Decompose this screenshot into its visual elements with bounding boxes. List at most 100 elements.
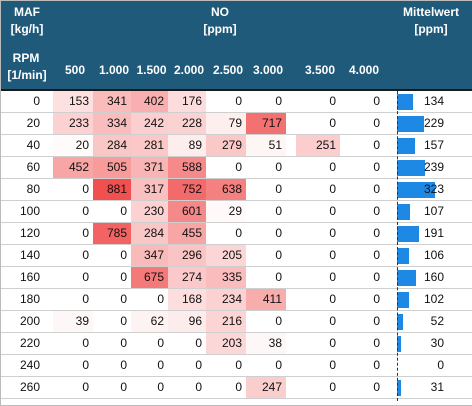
no-value-cell: 51 bbox=[246, 135, 286, 156]
mean-cell: 106 bbox=[395, 245, 472, 266]
rpm-cell: 200 bbox=[19, 314, 40, 328]
no-value-cell: 0 bbox=[246, 355, 286, 376]
no-value-cell: 0 bbox=[340, 201, 384, 222]
no-value-cell: 0 bbox=[296, 179, 340, 200]
no-label: NO bbox=[211, 5, 229, 19]
no-value-cell: 0 bbox=[131, 333, 168, 354]
rpm-cell: 40 bbox=[26, 138, 40, 152]
no-value-cell: 0 bbox=[296, 267, 340, 288]
no-value-cell: 0 bbox=[93, 377, 131, 398]
no-value-cell: 638 bbox=[206, 179, 246, 200]
no-value-cell: 0 bbox=[206, 355, 246, 376]
no-value-cell: 0 bbox=[246, 267, 286, 288]
mean-value: 107 bbox=[423, 204, 444, 218]
no-value-cell: 588 bbox=[168, 157, 206, 178]
no-value-cell: 296 bbox=[168, 245, 206, 266]
no-value-cell: 455 bbox=[168, 223, 206, 244]
table-row: 20 233 334 242 228 79 717 0 0 229 bbox=[0, 113, 472, 135]
no-value-cell: 0 bbox=[340, 157, 384, 178]
no-value-cell: 228 bbox=[168, 113, 206, 134]
mean-bar bbox=[397, 292, 409, 308]
mean-bar bbox=[397, 94, 413, 110]
mean-value: 157 bbox=[423, 138, 444, 152]
table-row: 220 0 0 0 0 203 38 0 0 30 bbox=[0, 333, 472, 355]
table-row: 200 39 0 62 96 216 0 0 0 52 bbox=[0, 311, 472, 333]
table-row: 0 153 341 402 176 0 0 0 0 134 bbox=[0, 91, 472, 113]
no-value-cell: 0 bbox=[340, 179, 384, 200]
no-value-cell: 0 bbox=[246, 91, 286, 112]
no-value-cell: 29 bbox=[206, 201, 246, 222]
mean-label: Mittelwert bbox=[402, 5, 459, 19]
no-value-cell: 96 bbox=[168, 311, 206, 332]
no-value-cell: 0 bbox=[131, 355, 168, 376]
table-row: 140 0 0 347 296 205 0 0 0 106 bbox=[0, 245, 472, 267]
mean-bar bbox=[397, 226, 419, 242]
rpm-cell: 120 bbox=[19, 226, 40, 240]
no-value-cell: 0 bbox=[168, 333, 206, 354]
no-value-cell: 0 bbox=[340, 355, 384, 376]
mean-cell: 229 bbox=[395, 113, 472, 134]
mean-value: 0 bbox=[437, 358, 444, 372]
no-value-cell: 0 bbox=[206, 223, 246, 244]
no-value-cell: 411 bbox=[246, 289, 286, 310]
mean-cell: 0 bbox=[395, 355, 472, 376]
no-value-cell: 0 bbox=[53, 245, 93, 266]
mean-value: 160 bbox=[423, 270, 444, 284]
no-value-cell: 0 bbox=[53, 355, 93, 376]
mean-value: 52 bbox=[430, 314, 444, 328]
no-value-cell: 20 bbox=[53, 135, 93, 156]
no-value-cell: 0 bbox=[246, 201, 286, 222]
no-value-cell: 0 bbox=[168, 355, 206, 376]
mean-bar bbox=[397, 204, 410, 220]
no-value-cell: 0 bbox=[53, 377, 93, 398]
no-value-cell: 0 bbox=[206, 377, 246, 398]
no-value-cell: 0 bbox=[93, 245, 131, 266]
no-value-cell: 0 bbox=[296, 91, 340, 112]
rpm-cell: 220 bbox=[19, 336, 40, 350]
no-value-cell: 284 bbox=[93, 135, 131, 156]
no-value-cell: 233 bbox=[53, 113, 93, 134]
no-value-cell: 785 bbox=[93, 223, 131, 244]
maf-column-header: 1.000 bbox=[98, 63, 130, 77]
no-value-cell: 203 bbox=[206, 333, 246, 354]
mean-value: 239 bbox=[423, 160, 444, 174]
no-value-cell: 371 bbox=[131, 157, 168, 178]
no-value-cell: 347 bbox=[131, 245, 168, 266]
table-row: 60 452 505 371 588 0 0 0 0 239 bbox=[0, 157, 472, 179]
no-value-cell: 0 bbox=[53, 179, 93, 200]
no-value-cell: 274 bbox=[168, 267, 206, 288]
rpm-unit: [1/min] bbox=[7, 68, 47, 82]
maf-column-header: 2.000 bbox=[173, 63, 205, 77]
no-value-cell: 717 bbox=[246, 113, 286, 134]
table-row: 100 0 0 230 601 29 0 0 0 107 bbox=[0, 201, 472, 223]
no-value-cell: 0 bbox=[206, 157, 246, 178]
no-value-cell: 0 bbox=[296, 333, 340, 354]
maf-column-header: 3.000 bbox=[252, 63, 284, 77]
no-value-cell: 0 bbox=[131, 377, 168, 398]
table-row: 240 0 0 0 0 0 0 0 0 0 bbox=[0, 355, 472, 377]
no-value-cell: 0 bbox=[340, 311, 384, 332]
no-value-cell: 341 bbox=[93, 91, 131, 112]
mean-value: 30 bbox=[430, 336, 444, 350]
mean-value: 191 bbox=[423, 226, 444, 240]
no-value-cell: 234 bbox=[206, 289, 246, 310]
no-value-cell: 247 bbox=[246, 377, 286, 398]
mean-value: 31 bbox=[430, 380, 444, 394]
table-row: 180 0 0 0 168 234 411 0 0 102 bbox=[0, 289, 472, 311]
mean-bar bbox=[397, 336, 401, 352]
mean-cell: 52 bbox=[395, 311, 472, 332]
table-row: 120 0 785 284 455 0 0 0 0 191 bbox=[0, 223, 472, 245]
rpm-cell: 140 bbox=[19, 248, 40, 262]
mean-bar bbox=[397, 138, 415, 154]
no-value-cell: 168 bbox=[168, 289, 206, 310]
no-value-cell: 0 bbox=[296, 355, 340, 376]
no-value-cell: 0 bbox=[53, 289, 93, 310]
mean-value: 134 bbox=[423, 94, 444, 108]
table-row: 80 0 881 317 752 638 0 0 0 323 bbox=[0, 179, 472, 201]
mean-bar bbox=[397, 270, 416, 286]
rpm-label: RPM bbox=[12, 51, 40, 65]
rpm-cell: 160 bbox=[19, 270, 40, 284]
mean-bar bbox=[397, 116, 424, 132]
no-value-cell: 0 bbox=[246, 179, 286, 200]
